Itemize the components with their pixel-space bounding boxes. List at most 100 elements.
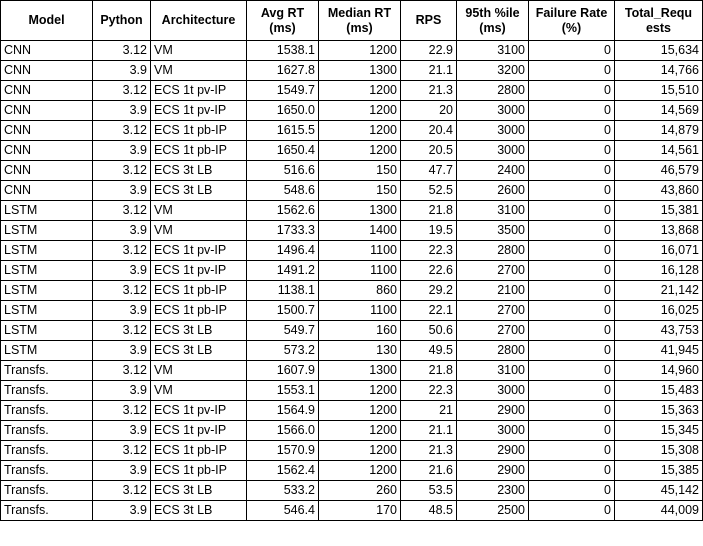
cell-avg-rt: 546.4 (246, 500, 319, 521)
cell-architecture: ECS 3t LB (150, 320, 247, 341)
cell-failure-rate: 0 (528, 60, 615, 81)
column-header-architecture: Architecture (150, 0, 247, 41)
cell-architecture: ECS 1t pv-IP (150, 420, 247, 441)
cell-model: CNN (0, 160, 93, 181)
cell-median-rt: 1200 (318, 440, 401, 461)
cell-avg-rt: 1615.5 (246, 120, 319, 141)
cell-rps: 49.5 (400, 340, 457, 361)
cell-architecture: ECS 1t pv-IP (150, 260, 247, 281)
column-header-text: Failure Rate (535, 5, 608, 20)
cell-architecture: VM (150, 360, 247, 381)
column-header-text: (ms) (479, 20, 506, 35)
cell-p95: 2700 (456, 260, 529, 281)
cell-failure-rate: 0 (528, 240, 615, 261)
cell-python: 3.12 (92, 440, 151, 461)
cell-total-requests: 15,381 (614, 200, 703, 221)
cell-python: 3.9 (92, 300, 151, 321)
cell-total-requests: 16,025 (614, 300, 703, 321)
cell-median-rt: 1200 (318, 420, 401, 441)
cell-failure-rate: 0 (528, 140, 615, 161)
cell-architecture: VM (150, 60, 247, 81)
cell-median-rt: 1300 (318, 360, 401, 381)
cell-p95: 2100 (456, 280, 529, 301)
cell-failure-rate: 0 (528, 260, 615, 281)
cell-python: 3.9 (92, 380, 151, 401)
cell-total-requests: 43,860 (614, 180, 703, 201)
cell-rps: 21 (400, 400, 457, 421)
cell-rps: 21.3 (400, 440, 457, 461)
cell-total-requests: 14,561 (614, 140, 703, 161)
cell-architecture: VM (150, 220, 247, 241)
table-header: Model Python Architecture Avg RT (ms) Median … (0, 0, 703, 41)
cell-model: LSTM (0, 320, 93, 341)
cell-avg-rt: 1650.0 (246, 100, 319, 121)
column-header-text: RPS (415, 13, 442, 27)
cell-model: LSTM (0, 240, 93, 261)
cell-avg-rt: 1491.2 (246, 260, 319, 281)
cell-model: Transfs. (0, 420, 93, 441)
cell-python: 3.12 (92, 160, 151, 181)
cell-rps: 22.3 (400, 240, 457, 261)
cell-failure-rate: 0 (528, 460, 615, 481)
cell-avg-rt: 1733.3 (246, 220, 319, 241)
cell-model: CNN (0, 60, 93, 81)
cell-total-requests: 14,960 (614, 360, 703, 381)
cell-model: CNN (0, 80, 93, 101)
cell-p95: 3000 (456, 120, 529, 141)
cell-median-rt: 170 (318, 500, 401, 521)
cell-model: LSTM (0, 280, 93, 301)
cell-architecture: ECS 1t pv-IP (150, 240, 247, 261)
table-row: Transfs. 3.12 ECS 1t pv-IP 1564.9 1200 21 2900… (0, 400, 703, 421)
cell-rps: 53.5 (400, 480, 457, 501)
table-row: Transfs. 3.9 ECS 1t pb-IP 1562.4 1200 21.6 290… (0, 460, 703, 481)
cell-model: CNN (0, 180, 93, 201)
cell-median-rt: 1300 (318, 60, 401, 81)
cell-avg-rt: 1570.9 (246, 440, 319, 461)
table-row: CNN 3.9 ECS 1t pb-IP 1650.4 1200 20.5 3000 0 14,… (0, 140, 703, 161)
cell-python: 3.12 (92, 320, 151, 341)
table-row: LSTM 3.9 VM 1733.3 1400 19.5 3500 0 13,868 (0, 220, 703, 241)
cell-failure-rate: 0 (528, 400, 615, 421)
cell-failure-rate: 0 (528, 380, 615, 401)
cell-total-requests: 16,128 (614, 260, 703, 281)
cell-architecture: ECS 1t pb-IP (150, 440, 247, 461)
cell-p95: 3000 (456, 380, 529, 401)
cell-architecture: VM (150, 200, 247, 221)
cell-median-rt: 1100 (318, 260, 401, 281)
cell-python: 3.9 (92, 140, 151, 161)
cell-failure-rate: 0 (528, 440, 615, 461)
cell-median-rt: 260 (318, 480, 401, 501)
cell-architecture: ECS 1t pv-IP (150, 400, 247, 421)
column-header-text: ests (645, 20, 672, 35)
column-header-total-requests: Total_Requ ests (614, 0, 703, 41)
cell-failure-rate: 0 (528, 120, 615, 141)
table-row: LSTM 3.9 ECS 1t pv-IP 1491.2 1100 22.6 2700 0 16… (0, 260, 703, 281)
cell-total-requests: 13,868 (614, 220, 703, 241)
column-header-text: (%) (561, 20, 582, 35)
cell-p95: 2900 (456, 440, 529, 461)
cell-median-rt: 150 (318, 160, 401, 181)
cell-model: CNN (0, 140, 93, 161)
cell-architecture: ECS 3t LB (150, 340, 247, 361)
cell-python: 3.9 (92, 500, 151, 521)
column-header-text: (ms) (269, 20, 296, 35)
cell-median-rt: 1200 (318, 400, 401, 421)
cell-p95: 2800 (456, 240, 529, 261)
cell-total-requests: 45,142 (614, 480, 703, 501)
cell-avg-rt: 573.2 (246, 340, 319, 361)
cell-model: Transfs. (0, 440, 93, 461)
cell-total-requests: 46,579 (614, 160, 703, 181)
cell-median-rt: 1200 (318, 120, 401, 141)
cell-avg-rt: 1627.8 (246, 60, 319, 81)
cell-python: 3.9 (92, 180, 151, 201)
cell-model: LSTM (0, 300, 93, 321)
cell-failure-rate: 0 (528, 500, 615, 521)
cell-p95: 3100 (456, 200, 529, 221)
table-row: CNN 3.9 VM 1627.8 1300 21.1 3200 0 14,766 (0, 60, 703, 81)
cell-median-rt: 1200 (318, 140, 401, 161)
results-table: Model Python Architecture Avg RT (ms) Median … (0, 0, 703, 521)
column-header-avg-rt: Avg RT (ms) (246, 0, 319, 41)
cell-median-rt: 1300 (318, 200, 401, 221)
cell-total-requests: 14,766 (614, 60, 703, 81)
cell-total-requests: 44,009 (614, 500, 703, 521)
